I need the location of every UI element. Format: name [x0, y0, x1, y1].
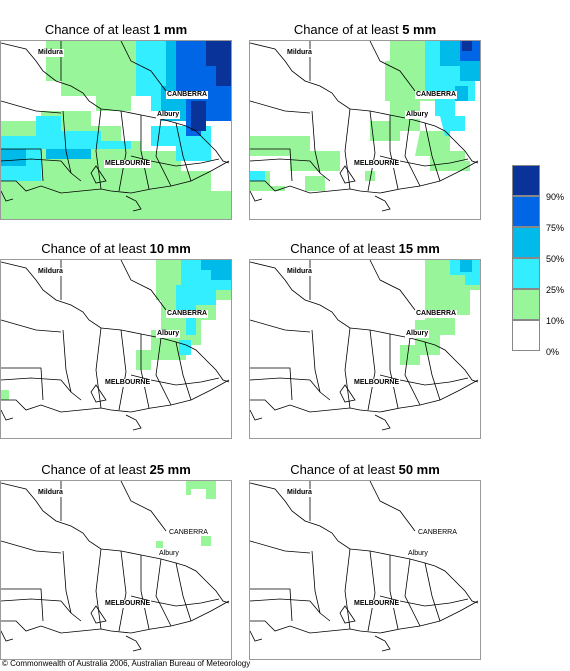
place-label-melbourne: MELBOURNE	[353, 160, 401, 168]
rain-probability-layer	[250, 481, 479, 652]
panel-title-prefix: Chance of at least	[290, 241, 399, 256]
legend-swatch-25	[512, 258, 540, 289]
place-label-mildura: Mildura	[286, 268, 313, 276]
place-label-mildura: Mildura	[286, 489, 313, 497]
legend-swatch-0	[512, 320, 540, 351]
panel-title-10mm: Chance of at least 10 mm	[0, 241, 232, 257]
map-25mm: Mildura CANBERRA Albury MELBOURNE	[0, 480, 232, 660]
panel-title-amount: 5 mm	[402, 22, 437, 37]
legend-swatch-10	[512, 289, 540, 320]
place-label-canberra: CANBERRA	[169, 529, 208, 536]
panel-title-15mm: Chance of at least 15 mm	[249, 241, 481, 257]
map-50mm: Mildura CANBERRA Albury MELBOURNE	[249, 480, 481, 660]
panel-title-prefix: Chance of at least	[290, 462, 399, 477]
place-label-albury: Albury	[159, 550, 179, 557]
place-label-canberra: CANBERRA	[415, 91, 458, 99]
panel-title-prefix: Chance of at least	[44, 22, 154, 37]
place-label-melbourne: MELBOURNE	[353, 600, 401, 608]
map-1mm: Mildura CANBERRA Albury MELBOURNE	[0, 40, 232, 220]
place-label-mildura: Mildura	[37, 49, 64, 57]
legend-swatch-50	[512, 227, 540, 258]
place-label-melbourne: MELBOURNE	[104, 379, 152, 387]
place-label-mildura: Mildura	[37, 489, 64, 497]
legend-label-90: 90%	[546, 192, 565, 202]
place-label-albury: Albury	[408, 550, 428, 557]
map-5mm: Mildura CANBERRA Albury MELBOURNE	[249, 40, 481, 220]
place-label-canberra: CANBERRA	[418, 529, 457, 536]
legend-label-10: 10%	[546, 316, 565, 326]
rain-probability-layer	[250, 260, 480, 431]
panel-title-amount: 25 mm	[149, 462, 191, 477]
map-15mm: Mildura CANBERRA Albury MELBOURNE	[249, 259, 481, 439]
copyright-notice: © Commonwealth of Australia 2006, Austra…	[2, 659, 251, 668]
panel-title-1mm: Chance of at least 1 mm	[0, 22, 232, 38]
place-label-mildura: Mildura	[37, 268, 64, 276]
rain-probability-layer	[1, 41, 231, 219]
rain-probability-layer	[1, 481, 230, 652]
legend-label-50: 50%	[546, 254, 565, 264]
rain-probability-layer	[250, 41, 480, 212]
panel-title-prefix: Chance of at least	[41, 462, 150, 477]
panel-title-amount: 15 mm	[398, 241, 440, 256]
legend-swatch-90	[512, 165, 540, 196]
panel-title-prefix: Chance of at least	[41, 241, 150, 256]
place-label-albury: Albury	[156, 330, 181, 338]
rain-probability-layer	[1, 260, 231, 431]
legend-label-25: 25%	[546, 285, 565, 295]
place-label-melbourne: MELBOURNE	[104, 160, 152, 168]
place-label-albury: Albury	[405, 111, 430, 119]
legend-label-0: 0%	[546, 347, 560, 357]
legend-label-75: 75%	[546, 223, 565, 233]
map-10mm: Mildura CANBERRA Albury MELBOURNE	[0, 259, 232, 439]
place-label-mildura: Mildura	[286, 49, 313, 57]
panel-title-25mm: Chance of at least 25 mm	[0, 462, 232, 478]
panel-title-50mm: Chance of at least 50 mm	[249, 462, 481, 478]
panel-title-5mm: Chance of at least 5 mm	[249, 22, 481, 38]
place-label-albury: Albury	[156, 111, 181, 119]
panel-title-prefix: Chance of at least	[293, 22, 403, 37]
place-label-albury: Albury	[405, 330, 430, 338]
place-label-canberra: CANBERRA	[166, 91, 209, 99]
place-label-melbourne: MELBOURNE	[104, 600, 152, 608]
panel-title-amount: 1 mm	[153, 22, 188, 37]
place-label-melbourne: MELBOURNE	[353, 379, 401, 387]
panel-title-amount: 10 mm	[149, 241, 191, 256]
legend-swatch-75	[512, 196, 540, 227]
panel-title-amount: 50 mm	[398, 462, 440, 477]
place-label-canberra: CANBERRA	[166, 310, 209, 318]
place-label-canberra: CANBERRA	[415, 310, 458, 318]
